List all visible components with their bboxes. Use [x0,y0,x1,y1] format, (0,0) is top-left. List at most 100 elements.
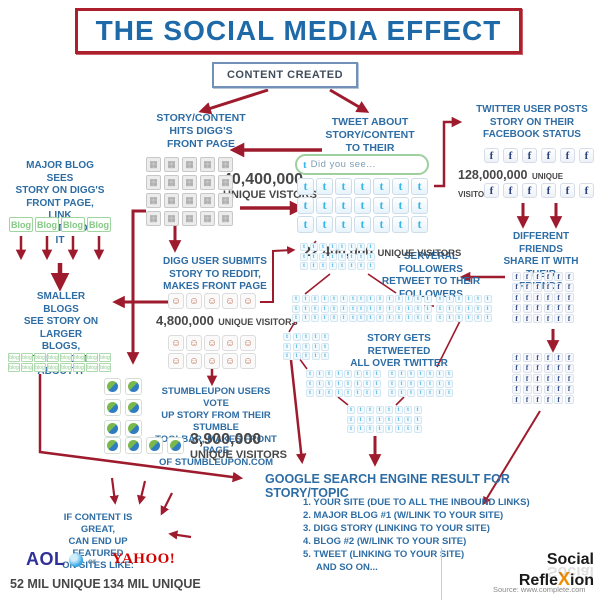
twitter-icon: t [311,295,319,303]
twitter-icon: t [347,252,356,261]
stumbleupon-visitors-stat: 3,900,000 UNIQUE VISITORS [190,431,287,461]
twitter-icon: t [455,295,463,303]
facebook-icon: f [543,314,553,323]
reddit-icon: ☺ [168,293,184,309]
twitter-icon: t [320,295,329,303]
facebook-icon: f [512,363,521,373]
twitter-icon: t [334,370,343,378]
twitter-icon: t [315,379,324,388]
twitter-icon: t [455,304,463,313]
twitter-icon: t [357,252,365,261]
title-box: THE SOCIAL MEDIA EFFECT [75,8,522,54]
twitter-visitors-label: UNIQUE VISITORS [377,248,462,259]
twitter-icon: t [366,262,375,270]
twitter-icon: t [356,406,365,414]
reddit-icon: ☺ [186,353,202,369]
reddit-icon: ☺ [204,335,220,351]
twitter-icon: t [292,333,301,341]
twitter-icon: t [385,314,394,322]
digg-visitors-number: 40,400,000 [223,171,304,188]
twitter-icon: t [435,379,444,388]
twitter-icon: t [349,295,357,303]
google-result-item: 2. MAJOR BLOG #1 (W/LINK TO YOUR SITE) [303,510,504,521]
twitter-icon: t [395,304,403,313]
twitter-icon: t [373,216,390,233]
twitter-icon: t [339,314,348,322]
twitter-icon: t [319,252,327,261]
facebook-icon: f [554,293,563,302]
twitter-icon: t [404,425,412,433]
facebook-icon: f [564,293,574,302]
facebook-icon: f [533,363,542,373]
reddit-visitors-stat: 4,800,000 UNIQUE VISITORS [156,312,298,330]
reddit-icon: ☺ [222,293,238,309]
twitter-icon: t [338,243,346,251]
facebook-icon: f [522,384,532,394]
content-created-label: CONTENT CREATED [226,69,344,81]
reddit-visitors-label: UNIQUE VISITORS [218,317,298,327]
twitter-icon: t [423,295,432,303]
facebook-icon: f [564,282,574,292]
digg-icon: ▦ [164,193,179,208]
twitter-icon: t [435,370,444,378]
twitter-icon: t [445,379,453,388]
twitter-icon: t [392,216,409,233]
reddit-visitors-number: 4,800,000 [156,313,214,328]
twitter-icon: t [474,295,482,303]
twitter-icon: t [300,262,308,270]
twitter-icon: t [292,295,300,303]
twitter-icon: t [363,379,371,388]
logo-text-pre: Social Refle [518,551,594,589]
facebook-icon: f [543,303,553,313]
digg-visitors-stat: 40,400,000 UNIQUE VISTORS [223,171,317,201]
twitter-icon: t [357,243,365,251]
digg-icon: ▦ [218,175,233,190]
digg-icon: ▦ [218,157,233,172]
twitter-icon: t [357,262,365,270]
twitter-icon: t [416,389,425,397]
reddit-icon: ☺ [204,353,220,369]
twitter-icon: t [413,425,422,433]
facebook-icon: f [554,374,563,383]
twitter-icon: t [300,252,308,261]
twitter-icon: t [394,415,403,424]
twitter-icon: t [320,314,329,322]
twitter-icon: t [385,425,393,433]
reddit-icon: ☺ [186,293,202,309]
twitter-icon: t [366,304,375,313]
digg-icon: ▦ [218,193,233,208]
blog_big-icon: Blog [9,217,33,232]
twitter-icon: t [302,342,310,351]
twitter-icon: t [445,304,454,313]
twitter-icon: t [411,178,428,195]
twitter-icon: t [354,178,371,195]
twitter-icon: t [416,379,425,388]
facebook-visitors-stat: 128,000,000 UNIQUE VISITORS [458,166,600,202]
twitter-icon: t [363,389,371,397]
facebook-icon: f [554,314,563,323]
stumbleupon-icon [125,420,142,437]
facebook-icon: f [564,374,574,383]
twitter-icon: t [335,216,352,233]
google-result-item: 5. TWEET (LINKING TO YOUR SITE) [303,549,465,560]
facebook-icon: f [554,303,563,313]
social-reflexion-logo: Social RefleXion [478,551,594,590]
facebook-icon: f [522,353,532,362]
facebook-visitors-label: UNIQUE VISITORS [458,172,564,199]
twitter-icon: t [301,295,310,303]
twitter-icon: t [423,314,432,322]
twitter-icon: t [435,389,444,397]
twitter-icon: t [395,314,403,322]
node-twitter-posts-facebook: TWITTER USER POSTS STORY ON THEIR FACEBO… [476,104,588,140]
stumbleupon-icon [125,399,142,416]
facebook-icon: f [522,148,537,163]
twitter-icon: t [292,304,300,313]
twitter-icon: t [375,425,384,433]
stumbleupon-icon [104,378,121,395]
twitter-icon: t [395,295,403,303]
facebook-icon: f [543,353,553,362]
twitter-icon: t [394,425,403,433]
twitter-icon: t [349,314,357,322]
or-label: or [88,557,96,566]
